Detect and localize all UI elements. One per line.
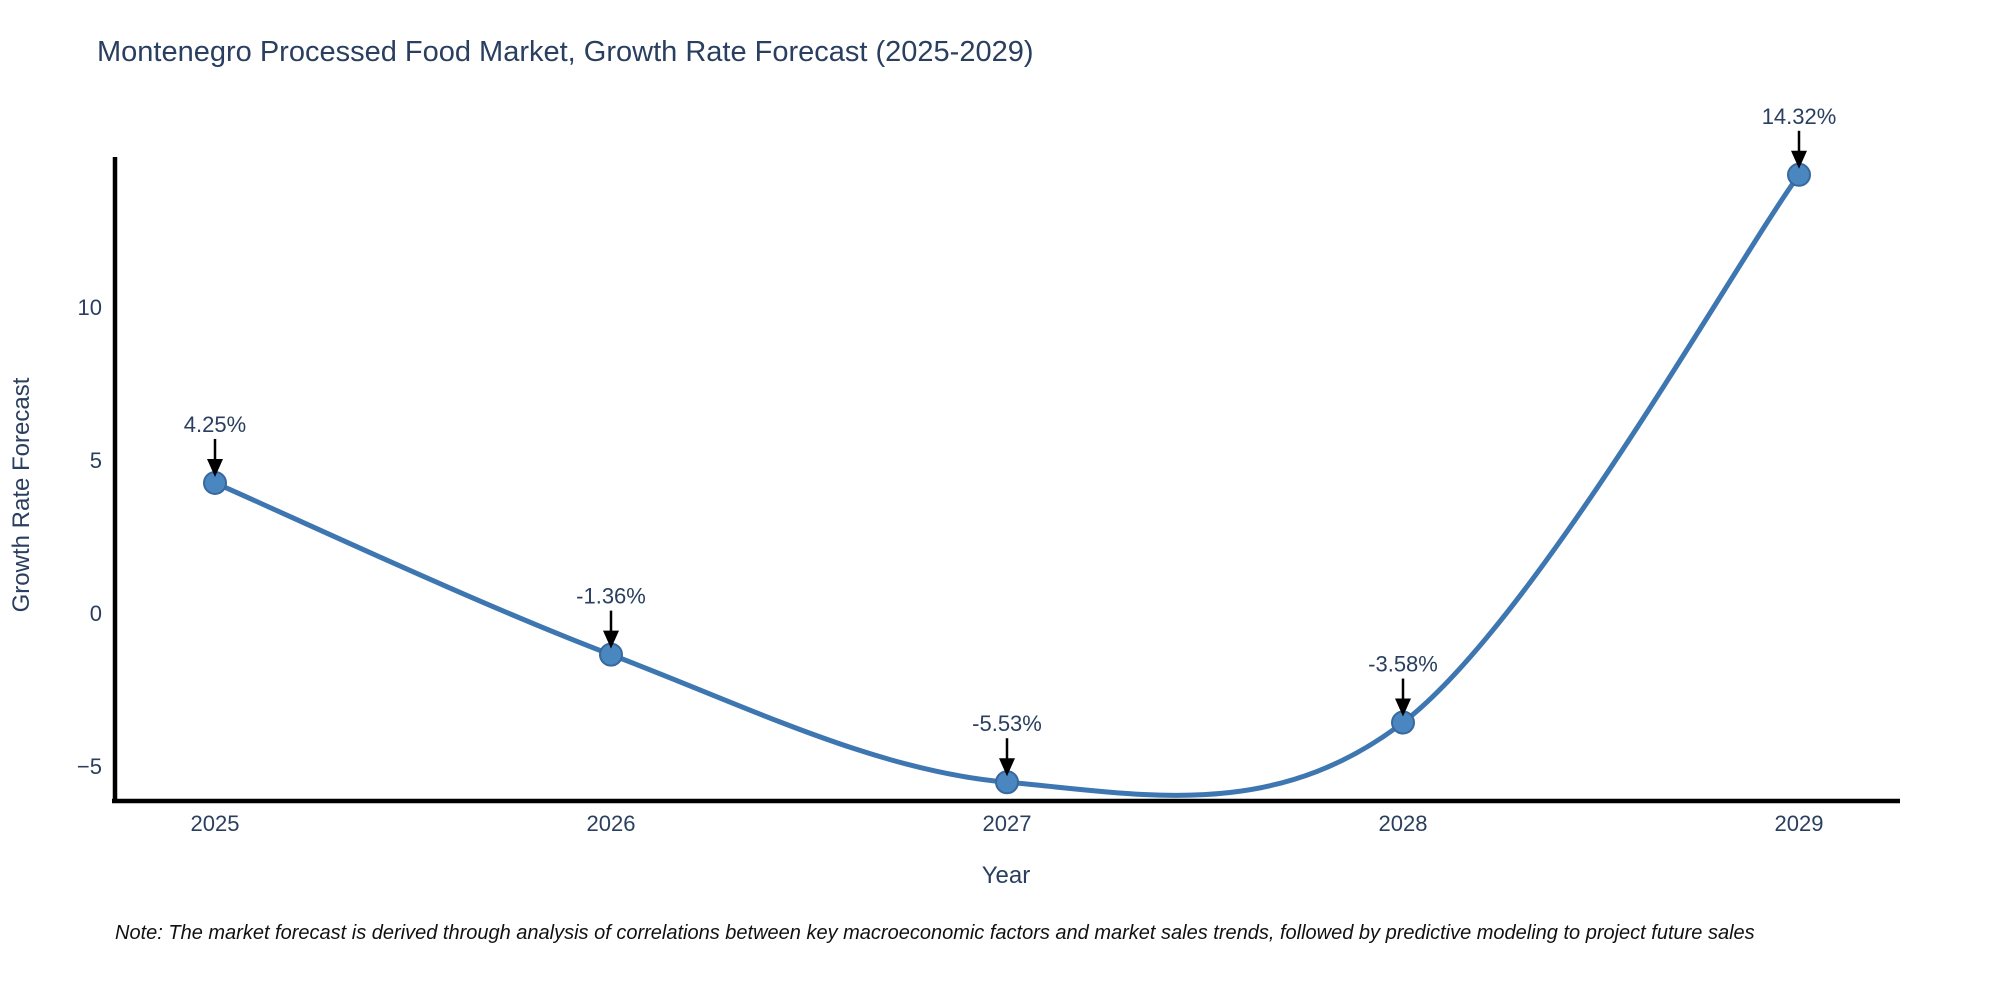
data-point-label: 4.25% bbox=[184, 412, 246, 437]
x-tick-label: 2028 bbox=[1379, 811, 1428, 836]
annotation-arrow-head bbox=[207, 458, 223, 477]
data-point-label: -5.53% bbox=[972, 711, 1042, 736]
data-point-label: 14.32% bbox=[1762, 104, 1837, 129]
data-point-label: -1.36% bbox=[576, 584, 646, 609]
chart-footnote: Note: The market forecast is derived thr… bbox=[115, 922, 1755, 944]
y-tick-label: 5 bbox=[90, 448, 102, 473]
x-tick-label: 2027 bbox=[983, 811, 1032, 836]
x-tick-label: 2029 bbox=[1775, 811, 1824, 836]
x-axis-title: Year bbox=[981, 862, 1031, 889]
y-tick-label: 0 bbox=[90, 601, 102, 626]
annotation-arrow-head bbox=[1791, 150, 1807, 169]
series-line bbox=[212, 172, 1802, 798]
y-tick-label: 10 bbox=[78, 295, 102, 320]
x-tick-label: 2026 bbox=[587, 811, 636, 836]
y-tick-label: −5 bbox=[77, 754, 102, 779]
annotation-arrow-head bbox=[999, 758, 1015, 777]
data-point-label: -3.58% bbox=[1368, 652, 1438, 677]
chart-title: Montenegro Processed Food Market, Growth… bbox=[97, 36, 1034, 68]
y-axis-title: Growth Rate Forecast bbox=[8, 377, 35, 613]
annotation-arrow-head bbox=[603, 630, 619, 649]
x-tick-label: 2025 bbox=[191, 811, 240, 836]
annotation-arrow-head bbox=[1395, 698, 1411, 717]
